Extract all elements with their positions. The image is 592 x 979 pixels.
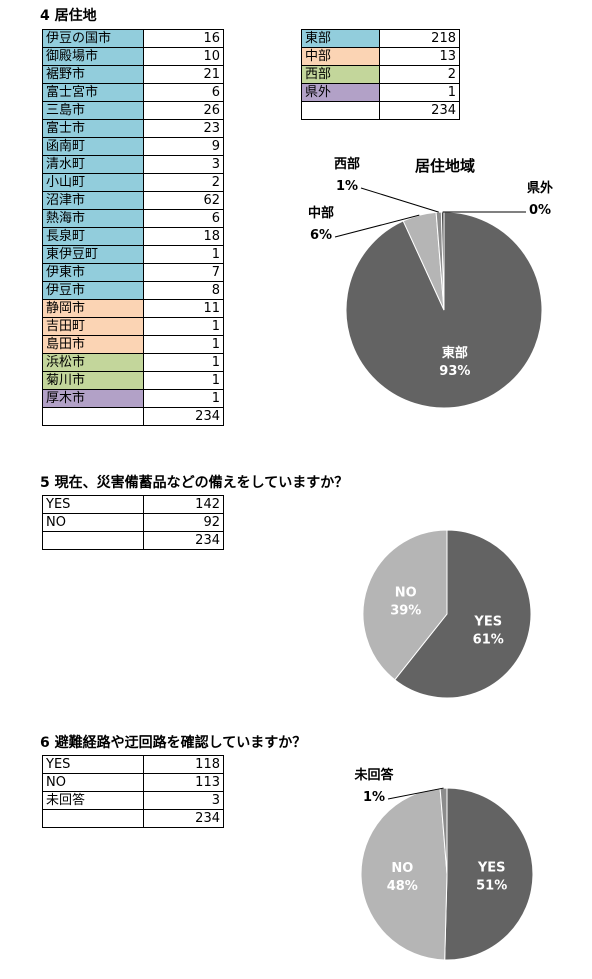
city-label-cell: 函南町	[42, 137, 144, 156]
city-label-cell: 伊東市	[42, 263, 144, 282]
region-row: 県外 1	[301, 83, 460, 102]
slice-name-label: YES	[473, 614, 502, 629]
q5-row: YES 142	[42, 495, 224, 514]
city-total-count-cell: 234	[143, 407, 224, 426]
slice-percent-label: 93%	[439, 364, 470, 379]
q5-total-count-cell: 234	[143, 531, 224, 550]
region-label-cell: 中部	[301, 47, 380, 66]
pie-slice-1	[444, 787, 534, 961]
q6-row: NO 113	[42, 773, 224, 792]
city-count-cell: 10	[143, 47, 224, 66]
slice-percent-label: 39%	[390, 604, 421, 619]
region-total-row: 234	[301, 101, 460, 120]
city-row: 島田市 1	[42, 335, 224, 354]
slice-name-label: YES	[477, 861, 506, 876]
city-label-cell: 御殿場市	[42, 47, 144, 66]
city-row: 厚木市 1	[42, 389, 224, 408]
city-row: 浜松市 1	[42, 353, 224, 372]
city-label-cell: 浜松市	[42, 353, 144, 372]
q5-table: YES 142 NO 92 234	[42, 495, 224, 550]
city-row: 菊川市 1	[42, 371, 224, 390]
city-row: 伊豆の国市 16	[42, 29, 224, 48]
slice-name-label: 西部	[334, 156, 360, 172]
chart-title: 居住地域	[415, 157, 475, 175]
region-label-cell: 西部	[301, 65, 380, 84]
pie-chart-1: 東部 93% 中部 6% 西部 1% 県外 0% 居住地域	[308, 156, 553, 409]
q4-heading: 4 居住地	[40, 8, 97, 24]
city-row: 沼津市 62	[42, 191, 224, 210]
q6-row: YES 118	[42, 755, 224, 774]
q6-row: 未回答 3	[42, 791, 224, 810]
city-label-cell: 伊豆の国市	[42, 29, 144, 48]
city-row: 函南町 9	[42, 137, 224, 156]
region-row: 東部 218	[301, 29, 460, 48]
leader-line	[334, 214, 420, 238]
city-row: 富士宮市 6	[42, 83, 224, 102]
city-label-cell: 厚木市	[42, 389, 144, 408]
q5-label-cell: NO	[42, 513, 144, 532]
q5-label-cell: YES	[42, 495, 144, 514]
q6-label-cell: 未回答	[42, 791, 144, 810]
leader-line	[360, 187, 439, 213]
q6-total-count-cell: 234	[143, 809, 224, 828]
city-row: 東伊豆町 1	[42, 245, 224, 264]
region-label-cell: 東部	[301, 29, 380, 48]
region-row: 中部 13	[301, 47, 460, 66]
pie-chart-3: YES 51% NO 48% 未回答 1%	[353, 767, 534, 961]
city-label-cell: 東伊豆町	[42, 245, 144, 264]
city-row: 清水町 3	[42, 155, 224, 174]
q6-table: YES 118 NO 113 未回答 3 234	[42, 755, 224, 828]
q6-total-row: 234	[42, 809, 224, 828]
slice-percent-label: 48%	[387, 879, 418, 894]
city-row: 伊豆市 8	[42, 281, 224, 300]
city-label-cell: 菊川市	[42, 371, 144, 390]
q5-heading: 5 現在、災害備蓄品などの備えをしていますか？	[40, 475, 349, 491]
q5-total-row: 234	[42, 531, 224, 550]
slice-name-label: 中部	[308, 205, 334, 221]
region-total-count-cell: 234	[379, 101, 460, 120]
pie-slice-2	[362, 529, 448, 681]
region-row: 西部 2	[301, 65, 460, 84]
slice-percent-label: 1%	[336, 179, 358, 194]
region-count-cell: 13	[379, 47, 460, 66]
q6-heading: 6 避難経路や迂回路を確認していますか？	[40, 735, 307, 751]
leader-line	[387, 787, 444, 800]
pie-slice-2	[360, 787, 448, 961]
city-table: 伊豆の国市 16 御殿場市 10 裾野市 21 富士宮市 6 三島市 26 富士市 23 函南町 9 清水町…	[42, 29, 224, 426]
slice-name-label: 県外	[527, 180, 553, 196]
slice-percent-label: 0%	[529, 203, 551, 218]
city-label-cell: 吉田町	[42, 317, 144, 336]
city-row: 小山町 2	[42, 173, 224, 192]
slice-percent-label: 61%	[473, 632, 504, 647]
slice-percent-label: 1%	[363, 790, 385, 805]
region-label-cell: 県外	[301, 83, 380, 102]
city-total-row: 234	[42, 407, 224, 426]
city-row: 伊東市 7	[42, 263, 224, 282]
city-label-cell: 島田市	[42, 335, 144, 354]
q5-row: NO 92	[42, 513, 224, 532]
slice-name-label: NO	[395, 586, 417, 601]
city-label-cell: 清水町	[42, 155, 144, 174]
city-label-cell: 富士宮市	[42, 83, 144, 102]
slice-percent-label: 6%	[310, 228, 332, 243]
slice-name-label: 未回答	[353, 767, 394, 783]
city-row: 富士市 23	[42, 119, 224, 138]
region-table: 東部 218 中部 13 西部 2 県外 1 234	[301, 29, 460, 120]
city-count-cell: 23	[143, 119, 224, 138]
slice-percent-label: 51%	[476, 879, 507, 894]
slice-name-label: NO	[391, 861, 413, 876]
city-row: 御殿場市 10	[42, 47, 224, 66]
city-label-cell: 富士市	[42, 119, 144, 138]
slice-name-label: 東部	[442, 345, 468, 361]
q5-count-cell: 142	[143, 495, 224, 514]
pie-chart-2: YES 61% NO 39%	[362, 529, 532, 699]
pie-slice-1	[394, 529, 532, 699]
